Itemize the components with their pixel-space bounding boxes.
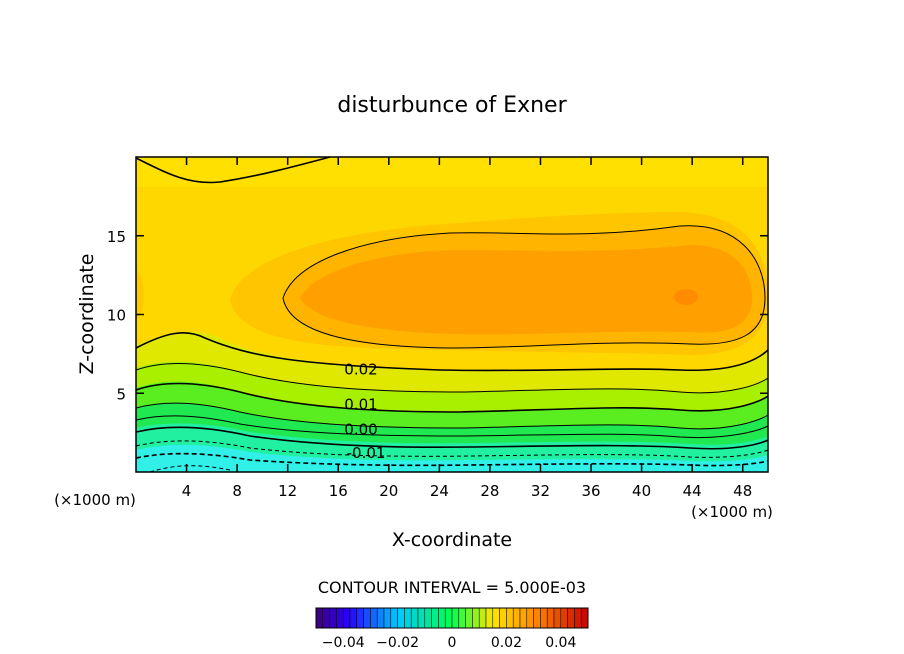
colorbar-tick-label: 0.04	[545, 635, 576, 651]
contour-label: -0.01	[347, 444, 386, 462]
colorbar-cell	[574, 607, 582, 629]
band-orange-core	[300, 245, 752, 335]
x-unit-label-right: (×1000 m)	[691, 503, 773, 521]
colorbar-tick-label: 0.02	[491, 635, 522, 651]
y-tick-label: 10	[107, 307, 126, 325]
chart-title: disturbunce of Exner	[337, 93, 567, 118]
contour-label: 0.01	[344, 395, 377, 413]
colorbar-cell	[499, 607, 507, 629]
colorbar-cell	[383, 607, 392, 629]
contour-line-top-left	[135, 156, 331, 184]
y-tick-label: 15	[107, 228, 126, 246]
colorbar-cell	[397, 607, 405, 629]
maximum-spot	[674, 289, 698, 305]
x-tick-label: 24	[430, 482, 449, 500]
colorbar-frame	[315, 607, 589, 629]
colorbar-cell	[472, 607, 480, 629]
plot-area: 0.02 0.01 0.00 -0.01	[135, 156, 769, 473]
colorbar-cell	[567, 607, 575, 629]
x-axis-label: X-coordinate	[392, 529, 512, 551]
colorbar-cell	[478, 607, 487, 629]
colorbar-cell	[342, 607, 351, 629]
colorbar-cell	[315, 607, 324, 629]
colorbar-cell	[485, 607, 494, 629]
x-tick-label: 36	[581, 482, 600, 500]
x-unit-label-left: (×1000 m)	[54, 491, 136, 509]
contour-line-mid-upper	[135, 332, 769, 372]
colorbar-cell	[370, 607, 378, 629]
colorbar-cell	[376, 607, 385, 629]
axis-ticks	[136, 157, 768, 472]
colorbar-cell	[519, 607, 528, 629]
contour-line-neg001	[135, 452, 769, 467]
colorbar-cell	[329, 607, 337, 629]
contour-interval-text: CONTOUR INTERVAL = 5.000E-03	[318, 578, 586, 597]
x-tick-label: 16	[329, 482, 348, 500]
colorbar-cell	[431, 607, 439, 629]
contour-label: 0.02	[344, 361, 377, 379]
colorbar-labels: −0.04 −0.02 0 0.02 0.04	[322, 635, 577, 651]
colorbar-cell	[533, 607, 541, 629]
colorbar-cell	[417, 607, 426, 629]
contour-label-group: 0.02 0.01 0.00 -0.01	[344, 361, 386, 462]
colorbar-cells	[315, 607, 589, 629]
contour-line-neg0015	[149, 465, 231, 473]
colorbar-tick-label: 0	[448, 635, 457, 651]
colorbar-cell	[451, 607, 460, 629]
colorbar-cell	[444, 607, 453, 629]
y-tick-labels: 5 10 15	[107, 228, 126, 404]
x-tick-label: 28	[480, 482, 499, 500]
band-upper-yellow-left	[136, 270, 144, 320]
colorbar-cell	[410, 607, 419, 629]
y-axis-label: Z-coordinate	[76, 254, 98, 375]
colorbar-cell	[363, 607, 371, 629]
colorbar-cell	[546, 607, 555, 629]
colorbar-cell	[404, 607, 412, 629]
colorbar-tick-label: −0.04	[322, 635, 365, 651]
colorbar-cell	[540, 607, 548, 629]
colorbar-cell	[356, 607, 364, 629]
x-tick-label: 32	[531, 482, 550, 500]
colorbar-tick-label: −0.02	[376, 635, 419, 651]
colorbar: −0.04 −0.02 0 0.02 0.04	[315, 607, 589, 651]
band-cyan	[136, 444, 768, 472]
colorbar-cell	[349, 607, 358, 629]
colorbar-cell	[322, 607, 330, 629]
contour-label: 0.00	[344, 420, 377, 438]
x-tick-label: 12	[278, 482, 297, 500]
colorbar-cell	[438, 607, 446, 629]
y-tick-label: 5	[116, 385, 126, 403]
x-tick-label: 44	[683, 482, 702, 500]
x-tick-label: 20	[379, 482, 398, 500]
contour-line-0015	[135, 382, 769, 413]
contour-line-closed-high	[282, 225, 766, 349]
band-upper-light	[136, 157, 768, 187]
colorbar-cell	[560, 607, 568, 629]
colorbar-cell	[465, 607, 473, 629]
colorbar-cell	[506, 607, 514, 629]
contour-line-000	[135, 426, 769, 450]
colorbar-cell	[580, 607, 589, 629]
colorbar-cell	[492, 607, 500, 629]
colorbar-cell	[458, 607, 466, 629]
x-tick-label: 48	[733, 482, 752, 500]
colorbar-cell	[512, 607, 521, 629]
contour-lines	[135, 156, 769, 473]
x-tick-label: 8	[232, 482, 242, 500]
x-tick-labels: 4 8 12 16 20 24 28 32 36 40 44 48	[182, 482, 752, 500]
x-tick-label: 40	[632, 482, 651, 500]
colorbar-cell	[424, 607, 432, 629]
colorbar-cell	[336, 607, 344, 629]
colorbar-cell	[526, 607, 534, 629]
colorbar-cell	[390, 607, 398, 629]
colorbar-cell	[553, 607, 562, 629]
x-tick-label: 4	[182, 482, 192, 500]
contour-line-002	[135, 362, 769, 394]
contour-line-001	[135, 402, 769, 430]
contour-line-0005	[135, 415, 769, 439]
